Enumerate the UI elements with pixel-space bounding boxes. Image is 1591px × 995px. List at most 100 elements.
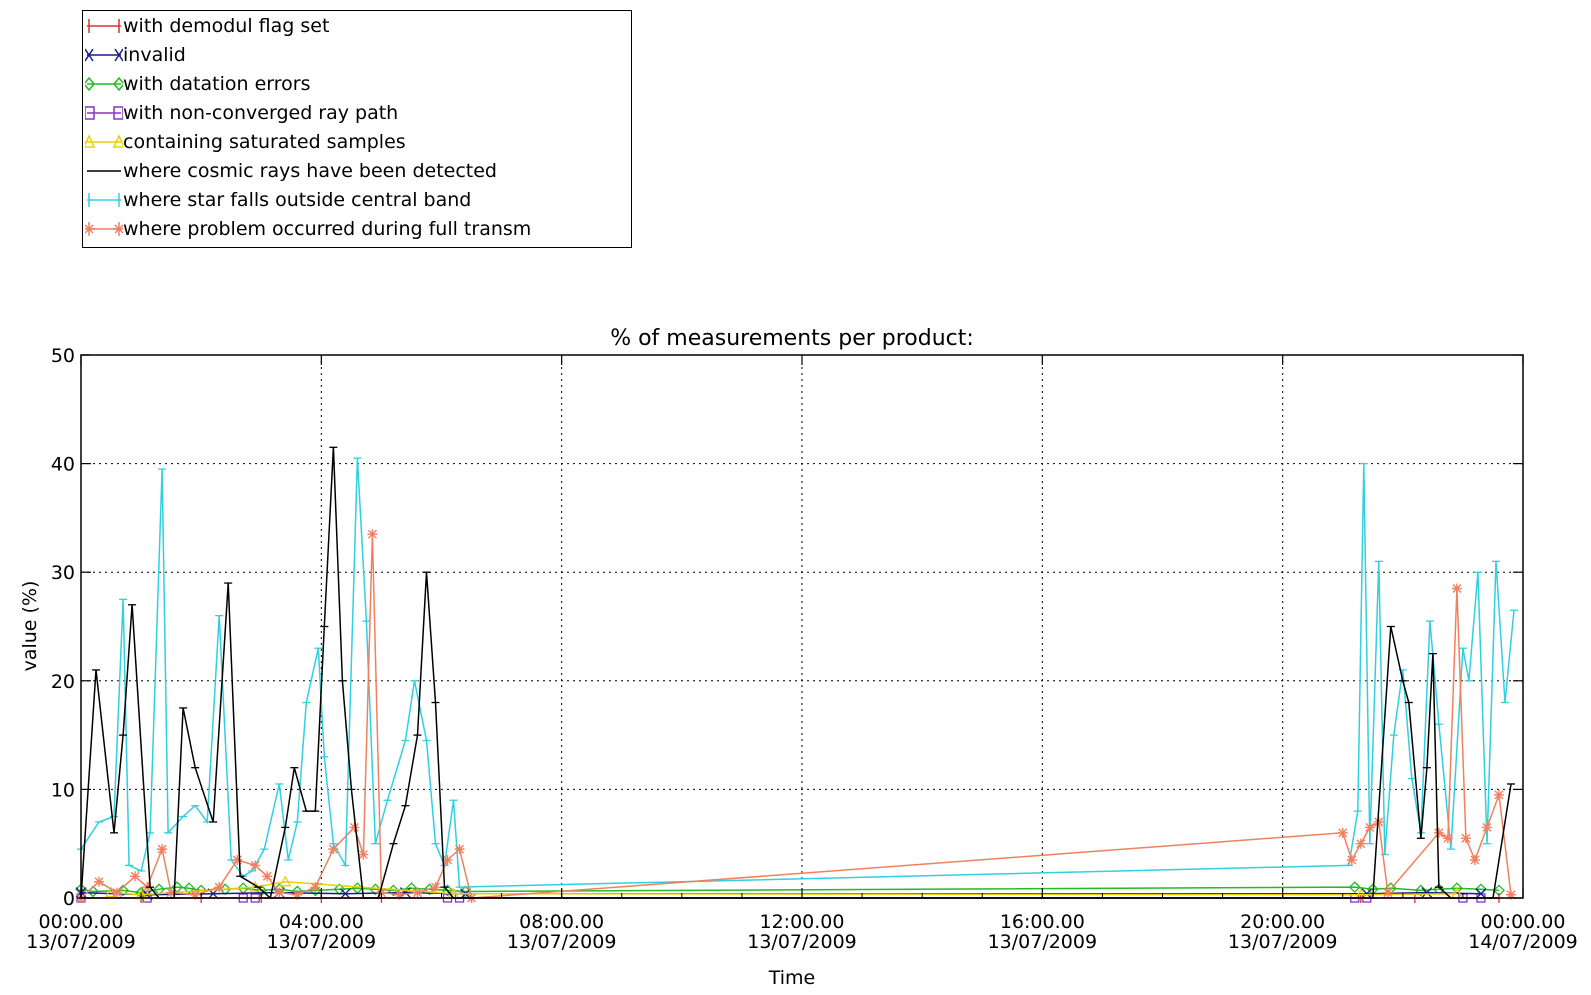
- data-point: [166, 887, 177, 898]
- data-point: [1442, 833, 1453, 844]
- data-point: [1355, 838, 1366, 849]
- data-point: [130, 871, 141, 882]
- series-line: [80, 891, 1481, 896]
- data-point: [376, 887, 387, 898]
- data-point: [1451, 583, 1462, 594]
- y-tick-label: 20: [51, 671, 75, 693]
- legend-swatch-triangle: [85, 134, 123, 148]
- y-tick-label: 50: [51, 345, 75, 367]
- legend-swatch-square: [85, 106, 123, 120]
- data-point: [1469, 854, 1480, 865]
- legend-label: where problem occurred during full trans…: [123, 218, 532, 240]
- data-point: [190, 889, 201, 900]
- legend-label: with demodul flag set: [123, 15, 330, 37]
- legend-swatch-x: [85, 48, 123, 62]
- legend-swatch-diamond: [85, 76, 123, 92]
- data-point: [274, 887, 285, 898]
- data-point: [367, 529, 378, 540]
- data-point: [1493, 789, 1504, 800]
- data-point: [1373, 816, 1384, 827]
- data-point: [349, 822, 360, 833]
- data-point: [262, 871, 273, 882]
- x-tick-label-time: 00:00.00: [1481, 911, 1566, 933]
- legend-item-demodul-flag: with demodul flag set: [83, 11, 631, 40]
- x-tick-label-date: 13/07/2009: [747, 931, 857, 953]
- data-point: [454, 844, 465, 855]
- x-tick-label-time: 04:00.00: [279, 911, 364, 933]
- legend-label: invalid: [123, 44, 186, 66]
- x-tick-label-time: 08:00.00: [519, 911, 604, 933]
- legend-item-datation-errors: with datation errors: [83, 69, 631, 98]
- data-point: [412, 887, 423, 898]
- data-point: [1361, 888, 1373, 900]
- legend-swatch-tick: [87, 193, 121, 207]
- series-6: [77, 457, 1518, 888]
- x-tick-label-date: 13/07/2009: [507, 931, 617, 953]
- data-point: [1481, 822, 1492, 833]
- data-point: [394, 889, 405, 900]
- data-point: [1364, 822, 1375, 833]
- data-point: [1414, 884, 1427, 897]
- data-point: [214, 882, 225, 893]
- legend-item-saturated: containing saturated samples: [83, 127, 631, 156]
- data-point: [183, 882, 196, 895]
- data-point: [1348, 881, 1361, 894]
- data-point: [442, 854, 453, 865]
- y-axis-label: value (%): [19, 581, 41, 672]
- x-tick-label-date: 14/07/2009: [1468, 931, 1578, 953]
- data-point: [1421, 887, 1433, 899]
- data-point: [430, 882, 441, 893]
- y-tick-label: 40: [51, 454, 75, 476]
- x-axis-label: Time: [768, 967, 816, 989]
- data-point: [328, 844, 339, 855]
- legend-item-non-converged: with non-converged ray path: [83, 98, 631, 127]
- data-point: [232, 854, 243, 865]
- x-tick-label-time: 00:00.00: [39, 911, 124, 933]
- legend-swatch-line: [87, 170, 121, 172]
- data-point: [1346, 854, 1357, 865]
- series-7: [76, 529, 1516, 903]
- data-point: [94, 876, 105, 887]
- data-point: [279, 875, 292, 887]
- legend-label: with non-converged ray path: [123, 102, 399, 124]
- x-tick-label-time: 16:00.00: [1000, 911, 1085, 933]
- data-point: [1460, 833, 1471, 844]
- series-5: [77, 446, 1515, 900]
- legend-label: with datation errors: [123, 73, 311, 95]
- series-layer: [75, 446, 1518, 903]
- legend-label: containing saturated samples: [123, 131, 406, 153]
- data-point: [157, 844, 168, 855]
- data-point: [1433, 827, 1444, 838]
- chart-title: % of measurements per product:: [610, 326, 974, 351]
- data-point: [1337, 827, 1348, 838]
- data-point: [441, 884, 454, 897]
- data-point: [358, 849, 369, 860]
- x-tick-label-date: 13/07/2009: [988, 931, 1098, 953]
- legend-item-cosmic-rays: where cosmic rays have been detected: [83, 156, 631, 185]
- y-tick-label: 30: [51, 562, 75, 584]
- data-point: [1505, 889, 1516, 900]
- data-point: [250, 860, 261, 871]
- axes-layer: 0102030405000:00.0013/07/200904:00.0013/…: [26, 345, 1578, 953]
- data-point: [399, 887, 411, 899]
- y-tick-label: 10: [51, 779, 75, 801]
- x-tick-label-date: 13/07/2009: [26, 931, 136, 953]
- legend-swatch-star: [85, 222, 123, 236]
- legend-swatch-plus: [87, 19, 121, 33]
- data-point: [310, 882, 321, 893]
- x-tick-label-time: 12:00.00: [760, 911, 845, 933]
- y-tick-label: 0: [63, 888, 75, 910]
- data-point: [1475, 888, 1487, 900]
- series-line: [80, 458, 1515, 888]
- series-line: [80, 534, 1512, 899]
- legend-item-invalid: invalid: [83, 40, 631, 69]
- legend-item-full-transm: where problem occurred during full trans…: [83, 214, 631, 243]
- x-tick-label-time: 20:00.00: [1240, 911, 1325, 933]
- data-point: [339, 888, 351, 900]
- data-point: [117, 884, 129, 897]
- legend-item-star-outside: where star falls outside central band: [83, 185, 631, 214]
- x-tick-label-date: 13/07/2009: [1228, 931, 1338, 953]
- data-point: [292, 889, 303, 900]
- data-point: [112, 887, 123, 898]
